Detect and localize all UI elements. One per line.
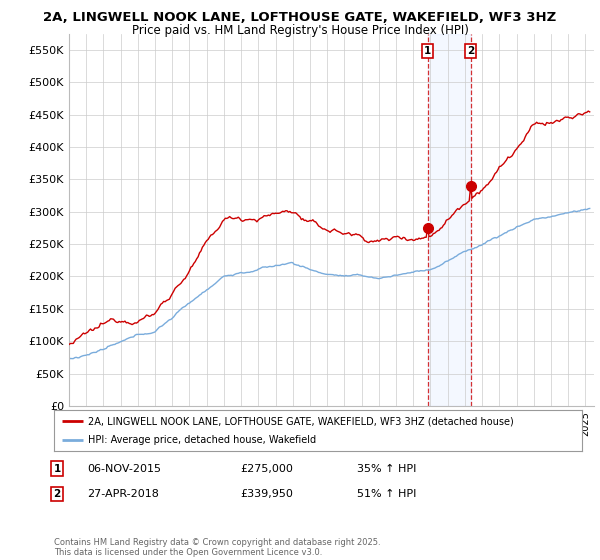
Text: HPI: Average price, detached house, Wakefield: HPI: Average price, detached house, Wake… <box>88 435 316 445</box>
Text: 51% ↑ HPI: 51% ↑ HPI <box>357 489 416 499</box>
Bar <box>428 34 470 406</box>
Text: Contains HM Land Registry data © Crown copyright and database right 2025.
This d: Contains HM Land Registry data © Crown c… <box>54 538 380 557</box>
Text: Price paid vs. HM Land Registry's House Price Index (HPI): Price paid vs. HM Land Registry's House … <box>131 24 469 36</box>
Text: £339,950: £339,950 <box>240 489 293 499</box>
Text: 1: 1 <box>53 464 61 474</box>
Text: 2A, LINGWELL NOOK LANE, LOFTHOUSE GATE, WAKEFIELD, WF3 3HZ: 2A, LINGWELL NOOK LANE, LOFTHOUSE GATE, … <box>43 11 557 24</box>
Text: 2: 2 <box>467 46 474 56</box>
Text: £275,000: £275,000 <box>240 464 293 474</box>
Text: 27-APR-2018: 27-APR-2018 <box>87 489 159 499</box>
Text: 1: 1 <box>424 46 431 56</box>
Text: 2: 2 <box>53 489 61 499</box>
Text: 2A, LINGWELL NOOK LANE, LOFTHOUSE GATE, WAKEFIELD, WF3 3HZ (detached house): 2A, LINGWELL NOOK LANE, LOFTHOUSE GATE, … <box>88 417 514 426</box>
Text: 35% ↑ HPI: 35% ↑ HPI <box>357 464 416 474</box>
Text: 06-NOV-2015: 06-NOV-2015 <box>87 464 161 474</box>
